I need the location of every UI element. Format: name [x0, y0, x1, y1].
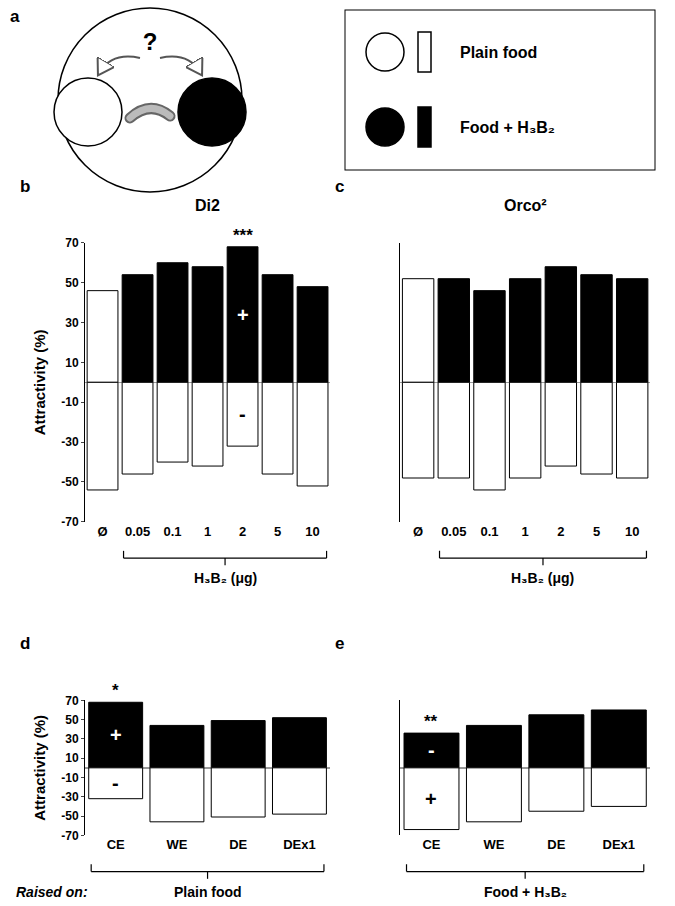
svg-text:1: 1	[522, 524, 529, 539]
svg-text:?: ?	[143, 28, 158, 55]
svg-text:1: 1	[204, 524, 211, 539]
svg-text:DEx1: DEx1	[283, 837, 316, 852]
svg-text:a: a	[10, 7, 20, 26]
svg-text:70: 70	[65, 236, 79, 250]
svg-text:c: c	[335, 177, 344, 196]
svg-text:-50: -50	[61, 475, 79, 489]
svg-text:DE: DE	[229, 837, 247, 852]
svg-text:-: -	[239, 403, 246, 425]
svg-text:H₃B₂ (μg): H₃B₂ (μg)	[511, 570, 574, 586]
svg-text:Attractivity (%): Attractivity (%)	[31, 329, 48, 435]
svg-text:+: +	[110, 724, 122, 746]
svg-text:10: 10	[625, 524, 639, 539]
svg-text:Ø: Ø	[413, 524, 423, 539]
svg-text:-50: -50	[61, 809, 79, 823]
svg-text:Plain food: Plain food	[174, 884, 242, 900]
svg-text:50: 50	[65, 713, 79, 727]
svg-text:d: d	[20, 634, 30, 653]
svg-text:50: 50	[65, 276, 79, 290]
svg-text:-70: -70	[61, 515, 79, 529]
svg-text:-: -	[428, 739, 435, 761]
svg-text:0.1: 0.1	[164, 524, 182, 539]
svg-text:Orco²: Orco²	[504, 197, 547, 214]
svg-text:**: **	[424, 712, 438, 731]
svg-text:5: 5	[593, 524, 600, 539]
svg-text:10: 10	[305, 524, 319, 539]
svg-text:-30: -30	[61, 435, 79, 449]
svg-text:DE: DE	[547, 837, 565, 852]
svg-text:2: 2	[557, 524, 564, 539]
svg-text:+: +	[425, 788, 437, 810]
svg-text:WE: WE	[483, 837, 504, 852]
svg-text:-30: -30	[61, 790, 79, 804]
svg-text:0.05: 0.05	[441, 524, 466, 539]
svg-text:Plain food: Plain food	[460, 44, 537, 61]
svg-text:0.1: 0.1	[480, 524, 498, 539]
svg-text:Raised on:: Raised on:	[16, 884, 88, 900]
svg-text:-10: -10	[61, 771, 79, 785]
svg-text:e: e	[335, 634, 344, 653]
svg-text:+: +	[237, 304, 249, 326]
svg-text:Food + H₃B₂: Food + H₃B₂	[460, 119, 555, 136]
svg-text:-: -	[112, 772, 119, 794]
svg-text:*: *	[112, 681, 119, 700]
svg-text:***: ***	[233, 226, 253, 245]
svg-text:DEx1: DEx1	[603, 837, 636, 852]
svg-text:-10: -10	[61, 395, 79, 409]
svg-text:10: 10	[65, 751, 79, 765]
svg-text:10: 10	[65, 356, 79, 370]
svg-text:Food + H₃B₂: Food + H₃B₂	[484, 884, 567, 900]
svg-text:CE: CE	[422, 837, 440, 852]
svg-text:CE: CE	[107, 837, 125, 852]
svg-text:70: 70	[65, 694, 79, 708]
svg-text:Di2: Di2	[195, 197, 220, 214]
svg-text:5: 5	[274, 524, 281, 539]
svg-text:Attractivity (%): Attractivity (%)	[31, 715, 48, 821]
svg-text:-70: -70	[61, 829, 79, 843]
svg-text:Ø: Ø	[97, 524, 107, 539]
svg-text:b: b	[20, 177, 30, 196]
svg-text:WE: WE	[166, 837, 187, 852]
svg-text:H₃B₂ (μg): H₃B₂ (μg)	[194, 570, 257, 586]
svg-text:2: 2	[239, 524, 246, 539]
svg-text:30: 30	[65, 732, 79, 746]
svg-text:0.05: 0.05	[125, 524, 150, 539]
svg-text:30: 30	[65, 316, 79, 330]
